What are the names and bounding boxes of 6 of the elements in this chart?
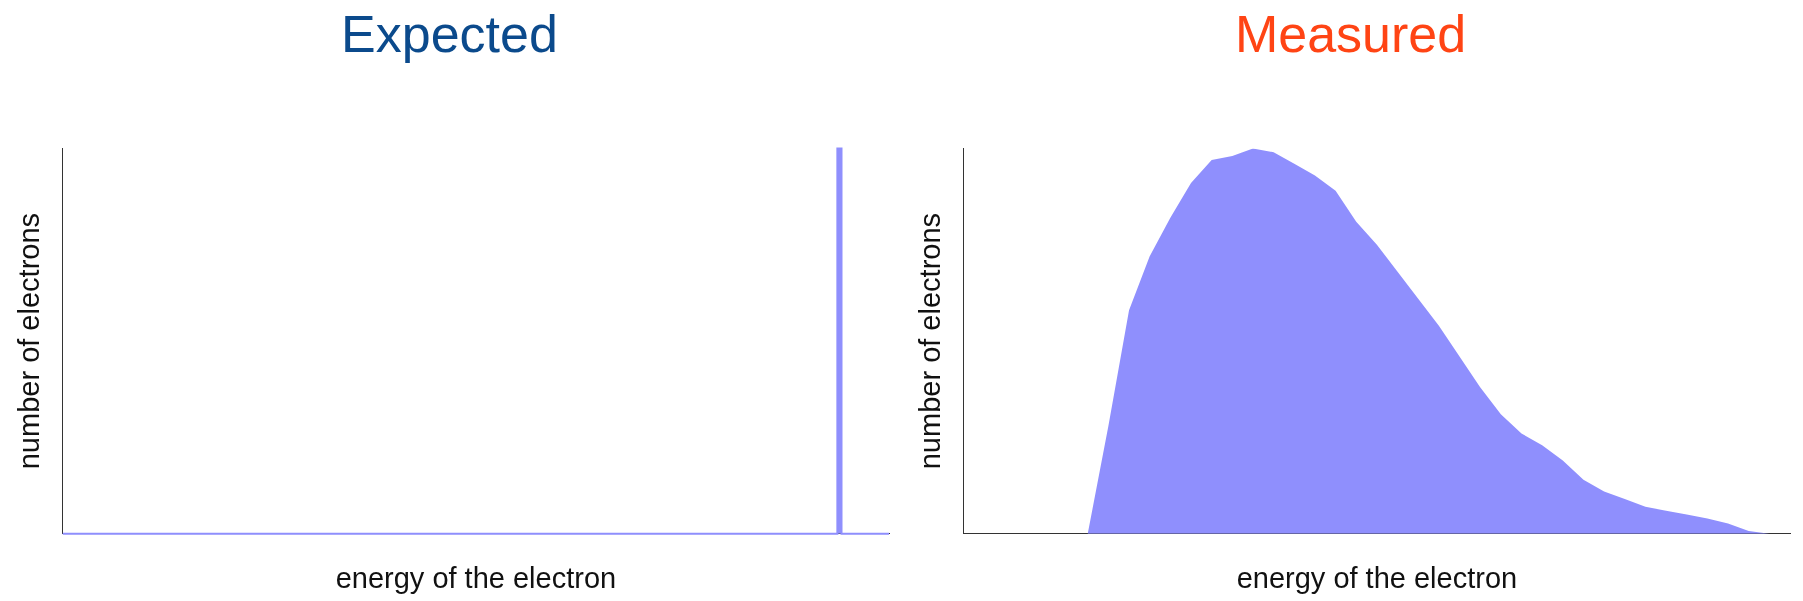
chart-title: Measured: [1234, 4, 1467, 63]
y-axis-title: number of electrons: [13, 212, 46, 470]
x-axis-title: energy of the electron: [1236, 561, 1518, 594]
x-axis-title: energy of the electron: [335, 561, 617, 594]
y-axis-title: number of electrons: [914, 212, 947, 470]
chart-title: Expected: [341, 4, 558, 63]
